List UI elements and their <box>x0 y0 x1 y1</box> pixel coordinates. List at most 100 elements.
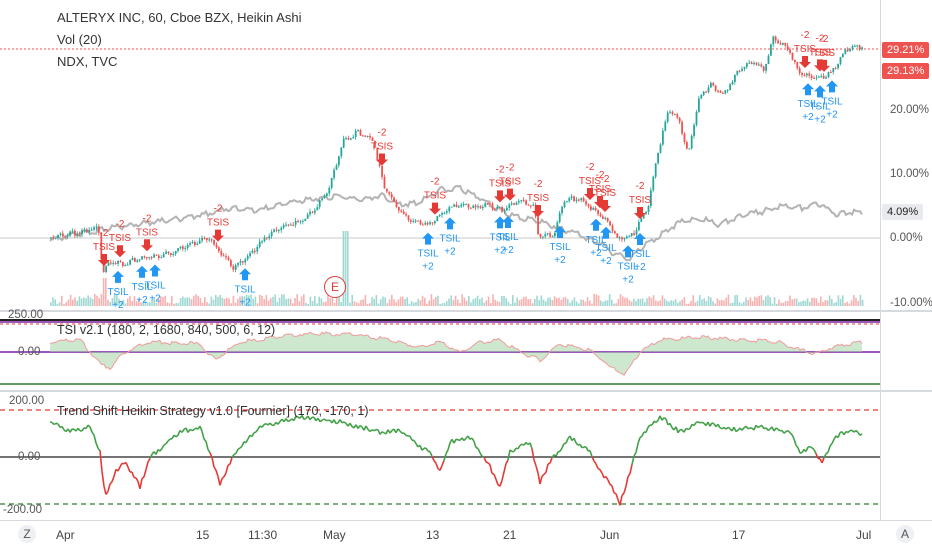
volume-bar <box>124 303 127 306</box>
strategy-line-segment <box>619 495 623 506</box>
candle-body <box>654 163 657 177</box>
candle-body <box>292 224 295 226</box>
strategy-line-segment <box>547 462 551 465</box>
candle-body <box>335 165 338 170</box>
strategy-line-segment <box>187 428 191 433</box>
candle-body <box>489 203 491 205</box>
strategy-legend[interactable]: Trend Shift Heikin Strategy v1.0 [Fourni… <box>57 404 369 418</box>
pane-divider[interactable] <box>0 390 932 392</box>
candle-body <box>496 207 499 209</box>
pane-divider[interactable] <box>0 310 932 312</box>
zoom-toggle-button[interactable]: Z <box>18 525 36 543</box>
volume-bar <box>861 299 864 306</box>
candle-body <box>290 224 292 226</box>
candle-body <box>647 206 650 212</box>
long-signal-label: TSIL <box>595 243 617 254</box>
strategy-line-segment <box>111 476 115 483</box>
strategy-line-segment <box>851 429 855 433</box>
strategy-line-segment <box>287 419 291 423</box>
earnings-marker[interactable]: E <box>324 276 346 298</box>
volume-bar <box>404 298 406 306</box>
strategy-line-segment <box>609 483 613 487</box>
short-arrow-icon <box>141 239 153 252</box>
volume-bar <box>415 302 417 306</box>
strategy-axis-label: 0.00 <box>18 451 41 463</box>
strategy-line-segment <box>445 449 449 455</box>
tsi-indicator-pane[interactable] <box>0 312 880 390</box>
long-signal-qty: +2 <box>826 109 838 120</box>
strategy-signals: -2TSIS-2TSIS-2TSIS-2TSIS-2TSIS-2TSIS-2TS… <box>93 30 843 311</box>
candle-body <box>148 257 151 259</box>
volume-bar <box>637 298 639 306</box>
time-axis-label: 11:30 <box>248 528 278 542</box>
volume-bar <box>718 300 721 306</box>
candle-body <box>242 261 244 263</box>
volume-bar <box>760 295 763 306</box>
candle-body <box>599 214 602 217</box>
auto-scale-button[interactable]: A <box>896 525 914 543</box>
long-arrow-icon <box>802 83 814 96</box>
volume-bar <box>111 298 114 306</box>
strategy-line-segment <box>163 443 167 446</box>
candle-body <box>765 63 767 71</box>
symbol-legend[interactable]: ALTERYX INC, 60, Cboe BZX, Heikin Ashi <box>57 10 302 25</box>
short-signal-qty: -2 <box>601 174 610 185</box>
volume-bar <box>809 301 811 306</box>
long-signal-label: TSIL <box>497 232 519 243</box>
long-signal-label: TSIL <box>585 235 607 246</box>
long-signal: TSIL +2 <box>617 245 639 285</box>
candle-body <box>861 47 863 50</box>
tsi-legend[interactable]: TSI v2.1 (180, 2, 1680, 840, 500, 6, 12) <box>57 323 276 337</box>
volume-bar <box>683 297 686 306</box>
candle-body <box>354 131 357 137</box>
candle-body <box>131 258 134 261</box>
price-chart[interactable]: -2TSIS-2TSIS-2TSIS-2TSIS-2TSIS-2TSIS-2TS… <box>0 0 880 312</box>
ndx-compare-line <box>49 184 863 262</box>
candle-body <box>309 211 311 215</box>
strategy-line-segment <box>509 449 513 453</box>
volume-bar <box>327 294 329 306</box>
short-signal-label: TSIS <box>794 44 817 55</box>
volume-bar <box>817 302 820 306</box>
candle-body <box>395 202 398 207</box>
volume-bar <box>672 300 675 306</box>
candle-body <box>172 253 175 255</box>
strategy-line-segment <box>51 421 55 426</box>
volume-bar <box>569 302 571 306</box>
volume-bar <box>738 302 741 306</box>
strategy-line-segment <box>723 426 727 430</box>
candle-body <box>251 250 254 254</box>
candle-body <box>470 207 472 209</box>
strategy-line-segment <box>633 452 637 457</box>
short-arrow-icon <box>429 202 441 215</box>
long-signal-qty: +2 <box>600 256 612 267</box>
strategy-line-segment <box>439 465 443 471</box>
strategy-line-segment <box>621 492 625 496</box>
strategy-line-segment <box>455 438 459 441</box>
strategy-line-segment <box>797 447 801 454</box>
candle-body <box>443 212 446 214</box>
volume-bar <box>166 302 169 306</box>
candle-body <box>129 260 131 265</box>
strategy-line-segment <box>109 481 113 485</box>
strategy-line-segment <box>613 492 617 495</box>
volume-bar <box>705 301 708 306</box>
strategy-line-segment <box>269 422 273 426</box>
strategy-indicator-pane[interactable] <box>0 392 880 520</box>
volume-bar <box>492 294 494 306</box>
candle-body <box>566 201 568 203</box>
volume-bar <box>459 303 461 306</box>
candle-body <box>527 204 530 206</box>
long-signal: TSIL +2 <box>489 216 511 256</box>
volume-bar <box>490 302 492 306</box>
candle-body <box>294 220 297 225</box>
volume-bar <box>525 296 527 306</box>
volume-bar <box>52 297 54 306</box>
compare-symbol-legend[interactable]: NDX, TVC <box>57 54 118 69</box>
candle-body <box>707 87 710 93</box>
volume-bar <box>419 300 422 306</box>
strategy-axis-label: 200.00 <box>9 395 45 407</box>
volume-legend[interactable]: Vol (20) <box>57 32 102 47</box>
strategy-line-segment <box>215 470 219 477</box>
strategy-line-segment <box>847 429 851 434</box>
